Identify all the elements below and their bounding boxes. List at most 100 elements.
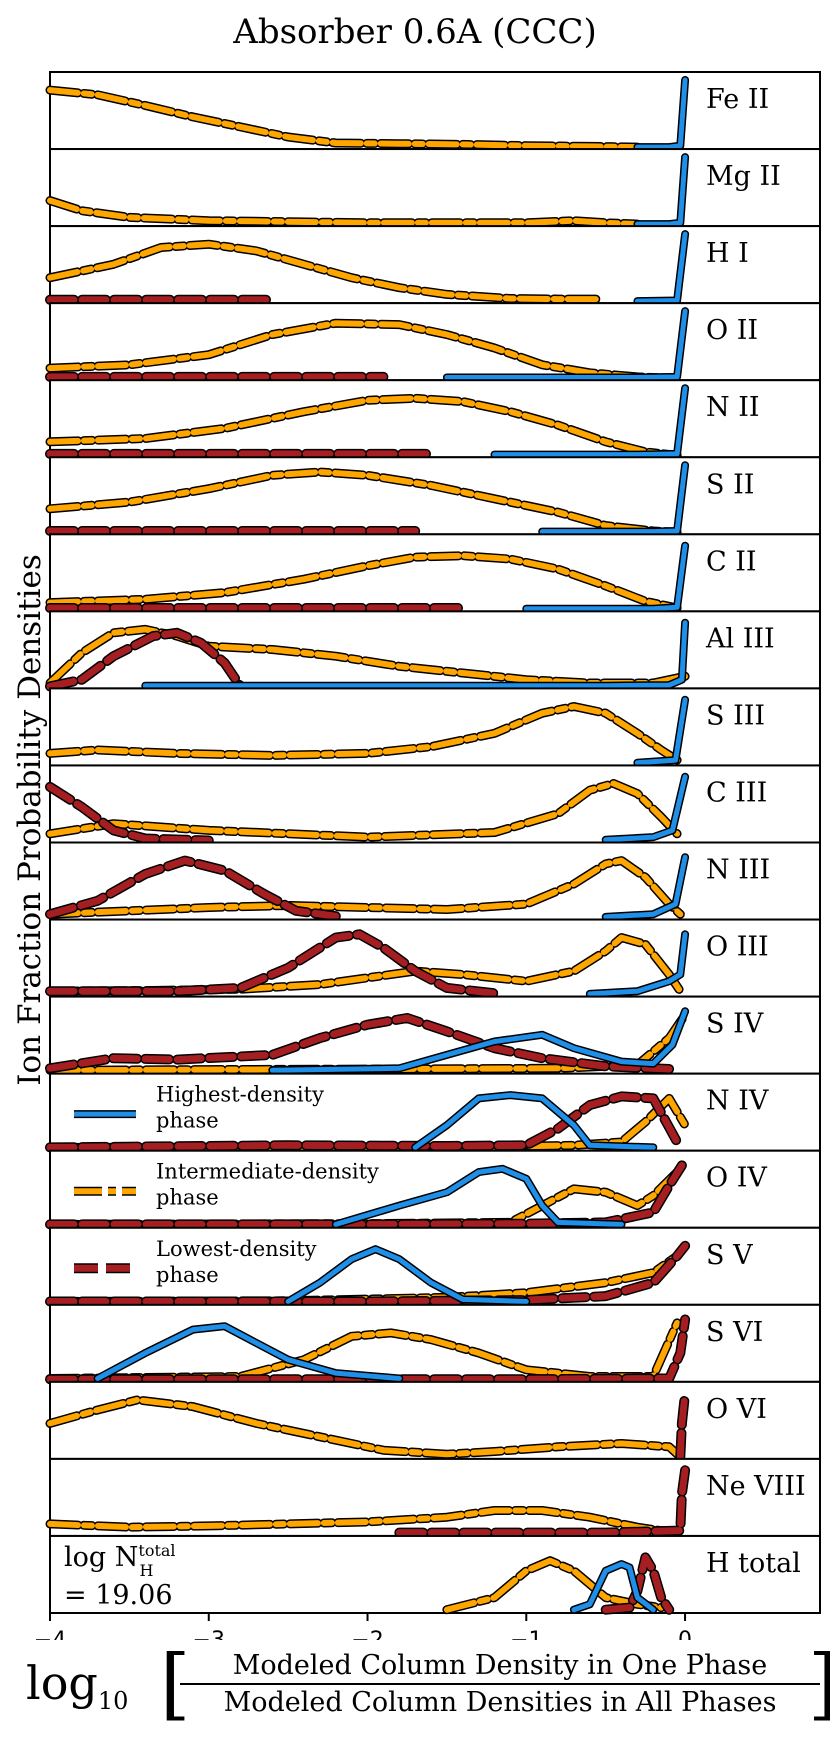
panel-s-iv: S IV: [45, 995, 821, 1075]
panel-frame: [49, 148, 821, 228]
high-density-curve: [571, 1561, 656, 1613]
high-density-curve: [634, 697, 688, 766]
panel-frame: [49, 1380, 821, 1460]
intermediate-density-curve: [47, 934, 684, 995]
ion-label: S III: [706, 700, 765, 731]
x-axis-denominator: Modeled Column Densities in All Phases: [223, 1687, 777, 1718]
chart-title: Absorber 0.6A (CCC): [233, 12, 597, 52]
panel-fe-ii: Fe II: [45, 71, 821, 152]
panel-h-total: H total: [49, 1534, 821, 1615]
intermediate-density-curve: [47, 1396, 684, 1460]
intermediate-density-curve: [47, 197, 641, 228]
panel-frame: [49, 1149, 821, 1229]
panel-o-iv: O IV: [45, 1149, 821, 1230]
high-density-curve: [412, 1092, 656, 1150]
panel-s-v: S V: [45, 1226, 821, 1307]
ion-label: O II: [706, 315, 758, 346]
lowest-density-curve: [602, 1553, 673, 1614]
high-density-curve: [603, 854, 688, 920]
intermediate-density-curve: [47, 241, 601, 303]
intermediate-density-curve: [47, 87, 641, 151]
x-tick-label: −2: [351, 1628, 383, 1640]
high-density-curve: [492, 385, 688, 458]
high-density-curve: [634, 231, 688, 304]
lowest-density-curve: [46, 1242, 689, 1305]
ion-label: Ne VIII: [706, 1471, 806, 1502]
ion-label: O VI: [706, 1394, 767, 1425]
x-axis-fraction: Modeled Column Density in One Phase Mode…: [180, 1650, 820, 1718]
lowest-density-curve: [676, 1389, 689, 1461]
intermediate-density-curve: [47, 703, 681, 764]
ion-label: N II: [706, 392, 760, 423]
high-density-curve: [142, 620, 688, 689]
intermediate-density-curve: [47, 552, 681, 611]
high-density-curve: [539, 462, 688, 535]
panel-mg-ii: Mg II: [45, 148, 821, 229]
intermediate-density-curve: [47, 469, 681, 536]
legend-label: phase: [156, 1186, 219, 1210]
panel-frame: [49, 379, 821, 459]
lowest-density-curve: [46, 629, 244, 690]
high-density-curve: [523, 543, 688, 612]
legend-label: Lowest-density: [156, 1237, 317, 1261]
high-density-curve: [444, 308, 688, 380]
ion-label: N III: [706, 855, 770, 886]
panel-n-iv: N IV: [45, 1072, 821, 1153]
ion-label: S V: [706, 1240, 753, 1271]
high-density-curve: [285, 1246, 529, 1304]
x-axis-log-prefix: log10: [26, 1656, 129, 1716]
x-axis-numerator: Modeled Column Density in One Phase: [180, 1650, 820, 1685]
x-axis-right-bracket: ]: [808, 1644, 830, 1724]
ion-label: C III: [706, 777, 767, 808]
panel-frame: [49, 456, 821, 536]
legend-label: Intermediate-density: [156, 1160, 379, 1184]
legend-label: phase: [156, 1109, 219, 1133]
ion-label: Al III: [705, 623, 775, 654]
x-axis-label: log10 [ Modeled Column Density in One Ph…: [18, 1642, 830, 1732]
high-density-curve: [269, 1008, 688, 1073]
ion-label: C II: [706, 546, 757, 577]
ion-label: H total: [706, 1548, 801, 1579]
panel-frame: [49, 302, 821, 382]
ion-label: Mg II: [706, 161, 781, 192]
ion-label: O III: [706, 932, 769, 963]
panel-s-ii: S II: [45, 456, 821, 537]
panel-s-iii: S III: [45, 687, 821, 767]
intermediate-density-curve: [47, 320, 673, 382]
x-tick-label: 0: [678, 1628, 692, 1640]
legend-label: phase: [156, 1263, 219, 1287]
ion-label: S II: [706, 469, 754, 500]
x-tick-label: −1: [510, 1628, 542, 1640]
intermediate-density-curve: [47, 780, 681, 841]
intermediate-density-curve: [47, 1011, 689, 1074]
ion-label: O IV: [706, 1163, 767, 1194]
ion-fraction-panels: Fe II Mg II H I O II N II S II C II Al III S III…: [34, 71, 821, 1640]
panel-frame: [49, 1534, 821, 1614]
high-density-curve: [603, 774, 688, 843]
panel-h-i: H I: [45, 225, 821, 306]
high-density-curve: [634, 154, 688, 227]
high-density-curve: [95, 1323, 402, 1381]
panel-n-iii: N III: [45, 841, 821, 922]
panel-frame: [49, 610, 821, 690]
ion-label: N IV: [706, 1086, 769, 1117]
lowest-density-curve: [46, 930, 498, 997]
panel-n-ii: N II: [45, 379, 821, 460]
lowest-density-curve: [395, 1466, 689, 1537]
panel-c-iii: C III: [45, 764, 821, 846]
ion-label: Fe II: [706, 84, 769, 115]
lowest-density-curve: [46, 1014, 673, 1073]
panel-o-iii: O III: [45, 918, 821, 999]
ion-label: S VI: [706, 1317, 763, 1348]
total-column-annotation: log Ntotal H: [64, 1541, 176, 1580]
panel-o-ii: O II: [45, 302, 821, 383]
panel-c-ii: C II: [45, 533, 821, 613]
x-tick-label: −4: [34, 1628, 66, 1640]
panel-al-iii: Al III: [45, 610, 821, 692]
lowest-density-curve: [46, 1092, 681, 1151]
legend-label: Highest-density: [156, 1083, 324, 1107]
intermediate-density-curve: [47, 857, 684, 918]
